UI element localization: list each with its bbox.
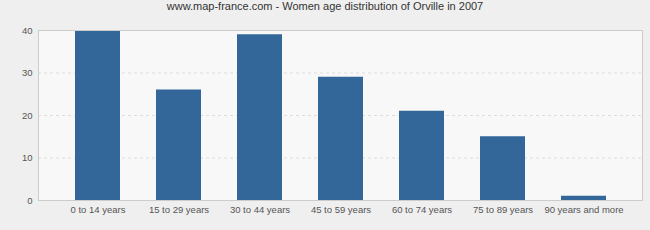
svg-text:40: 40 — [22, 25, 33, 36]
svg-text:60 to 74 years: 60 to 74 years — [392, 204, 452, 215]
svg-text:10: 10 — [22, 152, 33, 163]
svg-text:0 to 14 years: 0 to 14 years — [71, 204, 126, 215]
svg-text:15 to 29 years: 15 to 29 years — [149, 204, 209, 215]
svg-text:20: 20 — [22, 110, 33, 121]
svg-text:90 years and more: 90 years and more — [544, 204, 623, 215]
svg-text:0: 0 — [27, 195, 32, 206]
svg-text:30: 30 — [22, 67, 33, 78]
svg-text:45 to 59 years: 45 to 59 years — [311, 204, 371, 215]
svg-text:30 to 44 years: 30 to 44 years — [230, 204, 290, 215]
svg-text:75 to 89 years: 75 to 89 years — [473, 204, 533, 215]
html-text:www.map-france.com - Women age: www.map-france.com - Women age distribut… — [166, 0, 484, 12]
